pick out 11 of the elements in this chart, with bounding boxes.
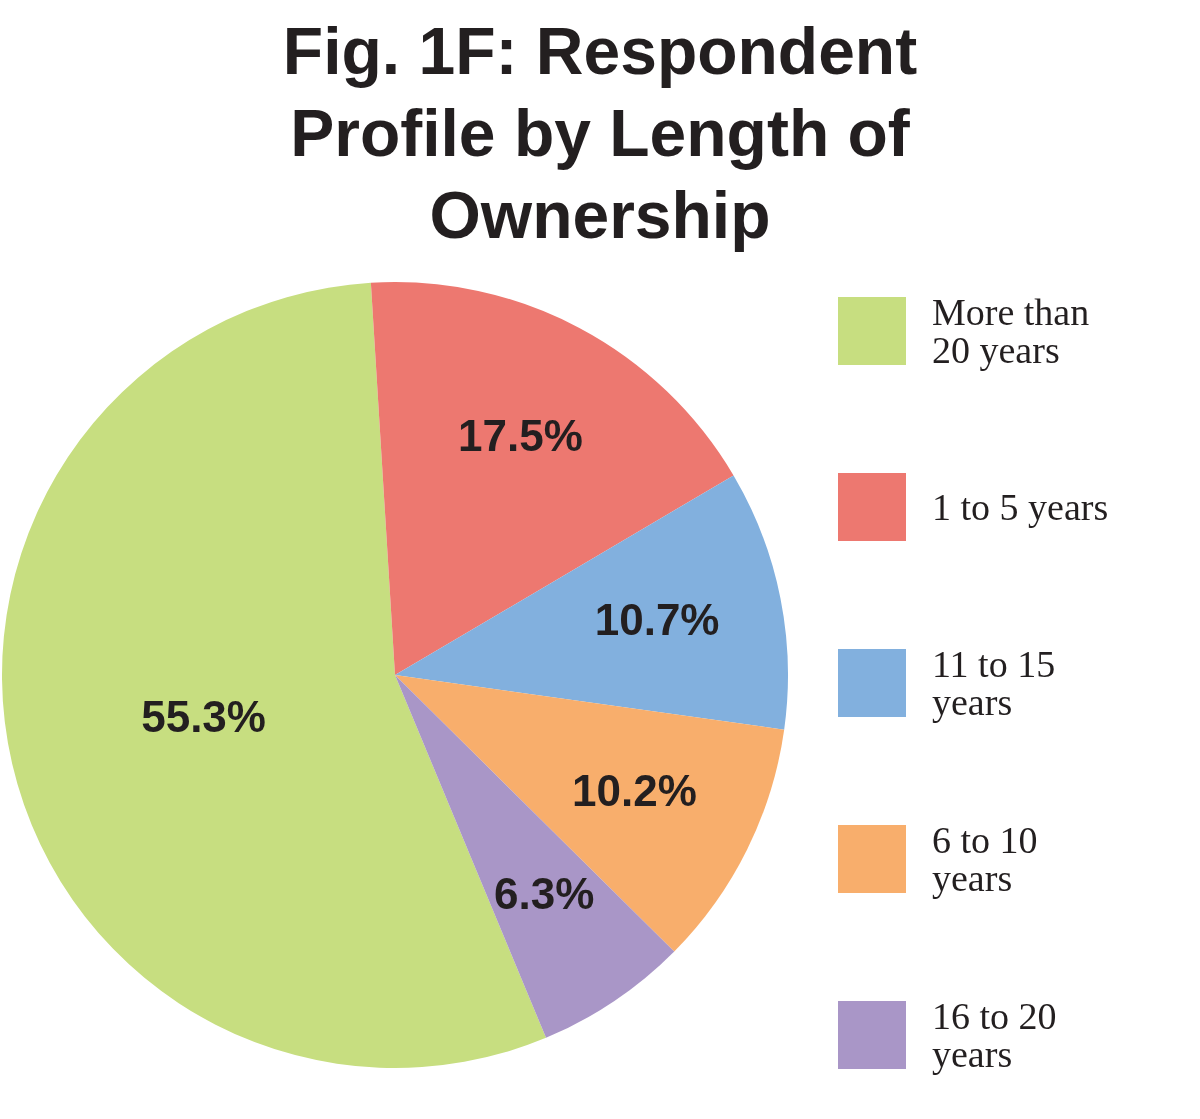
legend-label: 16 to 20 years bbox=[932, 995, 1058, 1075]
chart-title: Fig. 1F: Respondent Profile by Length of Ownership bbox=[281, 13, 919, 254]
legend-label: 6 to 10 years bbox=[932, 819, 1039, 899]
data-label: 17.5% bbox=[458, 411, 583, 461]
data-label: 55.3% bbox=[141, 691, 266, 741]
legend-label: More than 20 years bbox=[932, 291, 1091, 371]
data-label: 6.3% bbox=[494, 868, 595, 918]
legend-label: 11 to 15 years bbox=[932, 643, 1057, 723]
data-label: 10.2% bbox=[572, 765, 697, 815]
data-label: 10.7% bbox=[594, 594, 720, 644]
legend-label: 1 to 5 years bbox=[932, 486, 1109, 528]
